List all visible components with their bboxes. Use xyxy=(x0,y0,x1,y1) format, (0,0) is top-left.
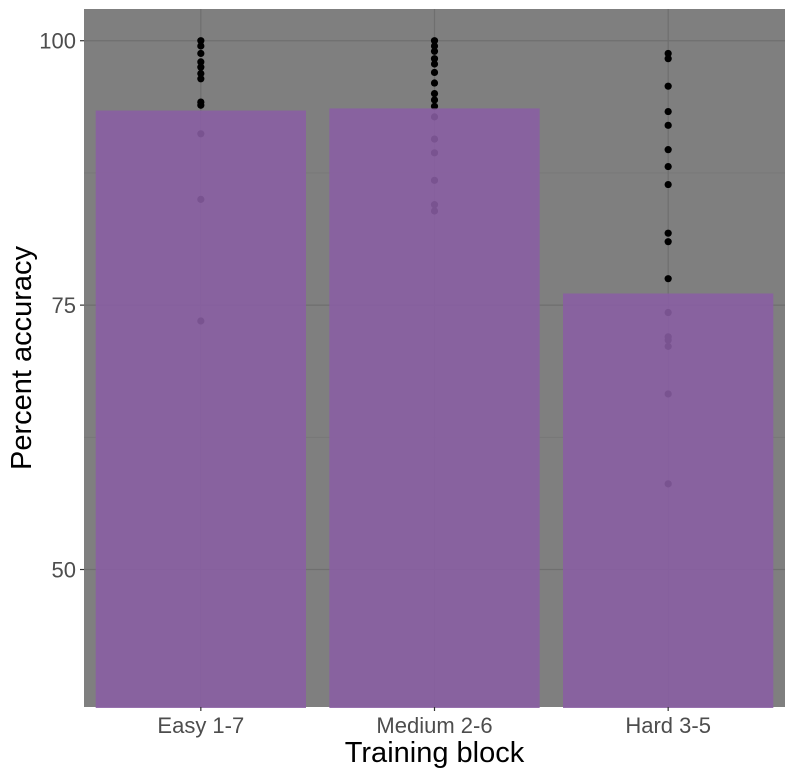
data-point xyxy=(197,75,205,83)
x-tick-label: Easy 1-7 xyxy=(157,713,244,738)
data-point xyxy=(430,90,439,98)
x-tick-label: Medium 2-6 xyxy=(376,713,492,738)
bars xyxy=(95,108,774,709)
y-axis-ticks: 50 75 100 xyxy=(39,29,84,583)
y-axis-title: Percent accuracy xyxy=(6,245,38,470)
data-point xyxy=(430,79,439,87)
data-point xyxy=(430,42,439,50)
data-point xyxy=(664,107,672,116)
data-point xyxy=(664,162,672,171)
data-point xyxy=(430,102,439,110)
bar xyxy=(563,293,774,708)
data-point xyxy=(664,82,672,90)
data-point xyxy=(664,121,672,129)
data-point xyxy=(430,96,439,104)
data-point xyxy=(664,49,672,58)
data-point xyxy=(664,275,672,283)
data-point xyxy=(664,229,672,237)
y-tick-label: 100 xyxy=(39,29,76,54)
data-point xyxy=(430,68,439,77)
data-point xyxy=(197,42,205,50)
data-point xyxy=(197,58,205,66)
bar xyxy=(95,110,306,708)
data-point xyxy=(197,101,205,109)
data-point xyxy=(197,37,205,45)
data-point xyxy=(664,238,672,246)
data-point xyxy=(430,37,439,45)
data-point xyxy=(664,55,672,63)
data-point xyxy=(664,180,672,189)
y-tick-label: 50 xyxy=(52,558,76,583)
y-tick-label: 75 xyxy=(52,293,76,318)
data-point xyxy=(430,47,439,55)
data-point xyxy=(430,55,439,63)
x-axis-ticks: Easy 1-7 Medium 2-6 Hard 3-5 xyxy=(157,707,711,738)
data-point xyxy=(197,63,205,71)
x-axis-title: Training block xyxy=(345,737,525,769)
data-point xyxy=(197,49,205,58)
bar xyxy=(329,108,540,709)
data-point xyxy=(197,69,205,78)
data-point xyxy=(430,60,439,68)
data-point xyxy=(664,146,672,154)
x-tick-label: Hard 3-5 xyxy=(625,713,711,738)
